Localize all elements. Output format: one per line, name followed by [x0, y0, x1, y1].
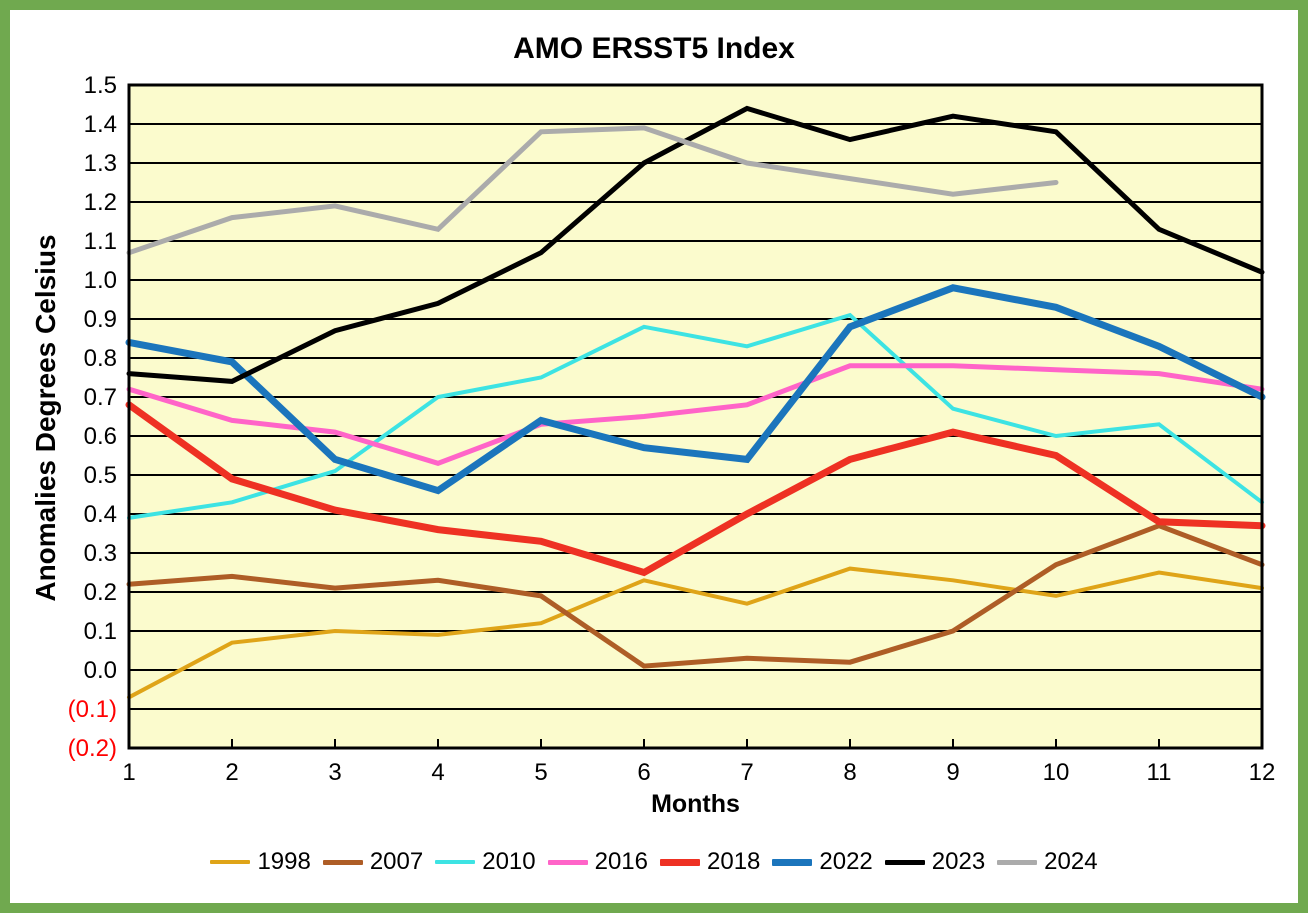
- legend-item-2023: 2023: [884, 848, 986, 876]
- y-tick-label: (0.1): [68, 696, 117, 723]
- axis-frame: [127, 83, 1264, 750]
- legend-label-1998: 1998: [257, 848, 311, 875]
- legend-label-2022: 2022: [819, 848, 873, 875]
- x-tick-label: 2: [225, 759, 238, 786]
- series-line-2007: [126, 523, 1265, 669]
- series-line-2016: [126, 363, 1265, 466]
- y-tick-label: 1.1: [84, 228, 117, 255]
- x-axis-title: Months: [651, 790, 740, 818]
- series-line-2024: [126, 125, 1059, 256]
- series-line-2010: [127, 312, 1264, 520]
- legend-swatch-2018: [660, 858, 700, 866]
- y-tick-label: 0.2: [84, 579, 117, 606]
- x-tick-label: 10: [1043, 759, 1070, 786]
- legend-swatch-1998: [210, 860, 251, 864]
- x-tick-label: 12: [1249, 759, 1276, 786]
- x-tick-label: 1: [122, 759, 135, 786]
- legend-item-2007: 2007: [322, 848, 424, 876]
- y-tick-label: 0.5: [84, 462, 117, 489]
- y-tick-label: 0.4: [84, 501, 117, 528]
- y-tick-label: 0.9: [84, 306, 117, 333]
- x-tick-label: 4: [431, 759, 444, 786]
- plot-area: 1.5 1.4 1.3 1.2 1.1 1.0 0.9 0.8 0.7 0.6 0.5 0.4 0.3 0…: [68, 72, 1276, 786]
- legend-label-2018: 2018: [707, 848, 761, 875]
- series-line-2023: [126, 105, 1265, 384]
- legend-swatch-2022: [772, 858, 813, 866]
- legend-label-2007: 2007: [369, 848, 424, 875]
- y-tick-label: 1.2: [84, 189, 117, 216]
- y-tick-label: 1.0: [84, 267, 117, 294]
- chart-title: AMO ERSST5 Index: [513, 32, 795, 65]
- y-tick-label: 0.6: [84, 423, 117, 450]
- legend-swatch-2023: [884, 859, 925, 865]
- legend-swatch-2016: [547, 859, 588, 865]
- legend-item-2022: 2022: [772, 848, 873, 876]
- legend-label-2016: 2016: [594, 848, 648, 875]
- x-tick-label: 11: [1147, 759, 1172, 786]
- legend-swatch-2024: [997, 859, 1038, 865]
- x-tick-label: 7: [740, 759, 753, 786]
- legend-item-1998: 1998: [210, 848, 311, 876]
- y-tick-label: 1.4: [84, 111, 117, 138]
- y-tick-label: 1.3: [84, 150, 117, 177]
- legend-label-2023: 2023: [931, 848, 986, 875]
- y-tick-label: 0.8: [84, 345, 117, 372]
- y-tick-label: 1.5: [84, 72, 117, 99]
- y-tick-label: 0.1: [84, 618, 117, 645]
- legend-item-2010: 2010: [435, 848, 536, 876]
- x-tick-label: 3: [328, 759, 341, 786]
- y-tick-label: 0.3: [84, 540, 117, 567]
- y-tick-label: 0.0: [84, 657, 117, 684]
- plot-background: [129, 85, 1262, 748]
- legend-swatch-2007: [322, 859, 363, 865]
- series-line-2018: [125, 401, 1266, 577]
- legend-item-2018: 2018: [660, 848, 760, 876]
- legend-label-2024: 2024: [1044, 848, 1098, 875]
- x-tick-label: 9: [946, 759, 959, 786]
- x-tick-label: 6: [637, 759, 650, 786]
- series-line-1998: [127, 566, 1264, 700]
- series-line-2022: [125, 284, 1266, 495]
- legend-swatch-2010: [435, 860, 476, 864]
- y-tick-label: 0.7: [84, 384, 117, 411]
- legend-item-2016: 2016: [547, 848, 648, 876]
- x-tick-label: 8: [843, 759, 856, 786]
- legend-item-2024: 2024: [997, 848, 1098, 876]
- legend: 1998 2007 2010 2016 2018 2022 2023 2024: [10, 848, 1298, 876]
- y-tick-label: (0.2): [68, 735, 117, 762]
- legend-label-2010: 2010: [482, 848, 536, 875]
- x-tick-label: 5: [534, 759, 547, 786]
